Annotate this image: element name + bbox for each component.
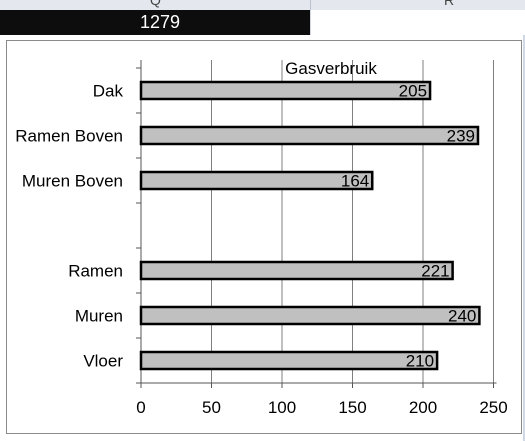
column-divider bbox=[310, 0, 311, 10]
data-label: 239 bbox=[447, 127, 475, 146]
data-label: 164 bbox=[341, 172, 369, 191]
bar-ramen-boven bbox=[139, 125, 480, 146]
bars: 205 239 164 221 240 210 bbox=[139, 80, 481, 371]
cell-value: 1279 bbox=[140, 12, 181, 32]
category-label: Ramen Boven bbox=[15, 127, 123, 146]
data-label: 221 bbox=[421, 262, 449, 281]
x-tick-label: 100 bbox=[268, 398, 296, 417]
column-header-r[interactable]: R bbox=[444, 0, 455, 8]
selected-cell[interactable]: 1279 bbox=[0, 10, 310, 35]
bar-ramen bbox=[139, 260, 454, 281]
category-label: Dak bbox=[93, 82, 124, 101]
category-label: Vloer bbox=[83, 352, 123, 371]
category-label: Muren Boven bbox=[22, 172, 123, 191]
category-label: Muren bbox=[75, 307, 123, 326]
bar-dak bbox=[139, 80, 432, 101]
empty-cell[interactable] bbox=[310, 10, 525, 35]
x-tick-label: 50 bbox=[202, 398, 221, 417]
data-label: 205 bbox=[399, 82, 427, 101]
data-label: 210 bbox=[406, 352, 434, 371]
bar-vloer bbox=[139, 350, 439, 371]
bar-muren bbox=[139, 305, 481, 326]
gridlines bbox=[136, 60, 497, 388]
column-header-q[interactable]: Q bbox=[150, 0, 161, 8]
tick-labels: 0 50 100 150 200 250 bbox=[136, 398, 507, 417]
sheet-gridline bbox=[523, 35, 525, 441]
chart-title: Gasverbruik bbox=[285, 59, 377, 78]
x-tick-label: 150 bbox=[338, 398, 366, 417]
bar-muren-boven bbox=[139, 170, 374, 191]
x-tick-label: 250 bbox=[479, 398, 507, 417]
x-tick-label: 0 bbox=[136, 398, 145, 417]
data-label: 240 bbox=[448, 307, 476, 326]
category-labels: Dak Ramen Boven Muren Boven Ramen Muren Vloer bbox=[15, 82, 123, 371]
x-tick-label: 200 bbox=[409, 398, 437, 417]
category-label: Ramen bbox=[68, 262, 123, 281]
